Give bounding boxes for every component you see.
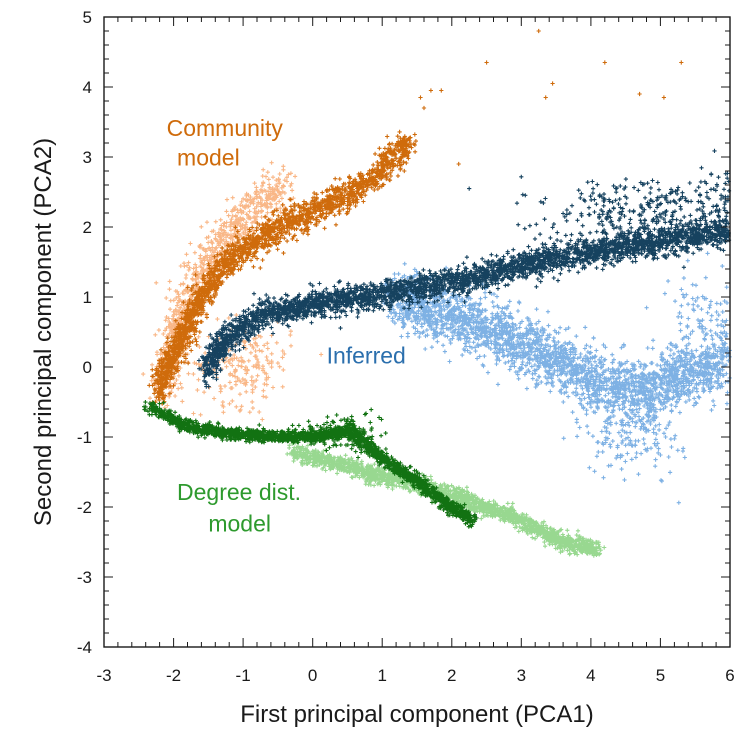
annotation-label: model [177, 144, 240, 170]
annotation-label: Community [167, 115, 284, 141]
annotation-label: Degree dist. [177, 479, 301, 505]
series-community-model-dark [147, 28, 684, 409]
y-tick-label: 3 [83, 148, 92, 167]
x-tick-label: 6 [725, 666, 734, 685]
y-tick-label: 5 [83, 8, 92, 27]
x-tick-label: 4 [586, 666, 595, 685]
x-tick-label: 5 [656, 666, 665, 685]
y-tick-label: 2 [83, 218, 92, 237]
x-tick-label: -2 [166, 666, 181, 685]
x-tick-label: -3 [96, 666, 111, 685]
y-tick-label: 1 [83, 288, 92, 307]
y-tick-label: -4 [77, 638, 92, 657]
y-tick-label: -3 [77, 568, 92, 587]
x-tick-label: 2 [447, 666, 456, 685]
annotation-label: Inferred [327, 343, 406, 369]
annotation-label: model [208, 511, 271, 537]
y-tick-label: 4 [83, 78, 92, 97]
y-tick-label: -2 [77, 498, 92, 517]
x-tick-label: 3 [517, 666, 526, 685]
y-tick-label: 0 [83, 358, 92, 377]
scatter-points [141, 28, 732, 558]
series-degree-dist-model-dark [142, 400, 479, 529]
x-tick-label: 1 [377, 666, 386, 685]
x-axis-title: First principal component (PCA1) [240, 701, 593, 728]
cluster-annotations: Community model Inferred Degree dist. model [167, 115, 406, 537]
series-inferred-dark [196, 148, 732, 389]
x-tick-label: 0 [308, 666, 317, 685]
y-axis-title: Second principal component (PCA2) [30, 138, 57, 526]
plot-frame [103, 16, 731, 648]
x-tick-label: -1 [236, 666, 251, 685]
y-tick-label: -1 [77, 428, 92, 447]
tick-marks [103, 16, 731, 648]
